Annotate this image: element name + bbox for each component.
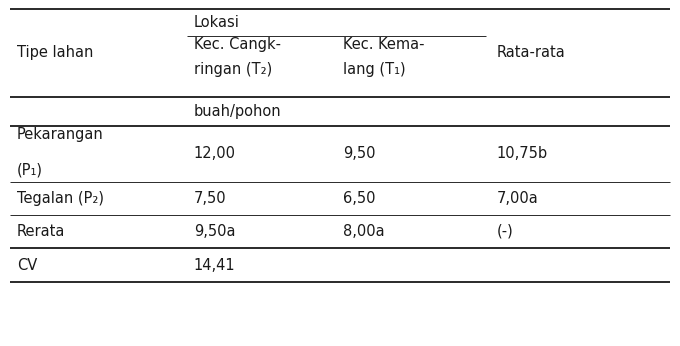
Text: CV: CV <box>17 258 37 273</box>
Text: buah/pohon: buah/pohon <box>194 104 282 119</box>
Text: 6,50: 6,50 <box>343 191 376 206</box>
Text: Lokasi: Lokasi <box>194 15 239 30</box>
Text: 7,50: 7,50 <box>194 191 226 206</box>
Text: (P₁): (P₁) <box>17 163 43 177</box>
Text: 9,50a: 9,50a <box>194 224 235 239</box>
Text: 14,41: 14,41 <box>194 258 235 273</box>
Text: Rata-rata: Rata-rata <box>496 45 565 60</box>
Text: 8,00a: 8,00a <box>343 224 385 239</box>
Text: 9,50: 9,50 <box>343 146 376 162</box>
Text: ringan (T₂): ringan (T₂) <box>194 62 272 77</box>
Text: Kec. Cangk-: Kec. Cangk- <box>194 37 281 53</box>
Text: 12,00: 12,00 <box>194 146 236 162</box>
Text: 7,00a: 7,00a <box>496 191 538 206</box>
Text: Tegalan (P₂): Tegalan (P₂) <box>17 191 104 206</box>
Text: lang (T₁): lang (T₁) <box>343 62 406 77</box>
Text: (-): (-) <box>496 224 513 239</box>
Text: Pekarangan: Pekarangan <box>17 127 104 142</box>
Text: Kec. Kema-: Kec. Kema- <box>343 37 425 53</box>
Text: Tipe lahan: Tipe lahan <box>17 45 93 60</box>
Text: 10,75b: 10,75b <box>496 146 547 162</box>
Text: Rerata: Rerata <box>17 224 65 239</box>
